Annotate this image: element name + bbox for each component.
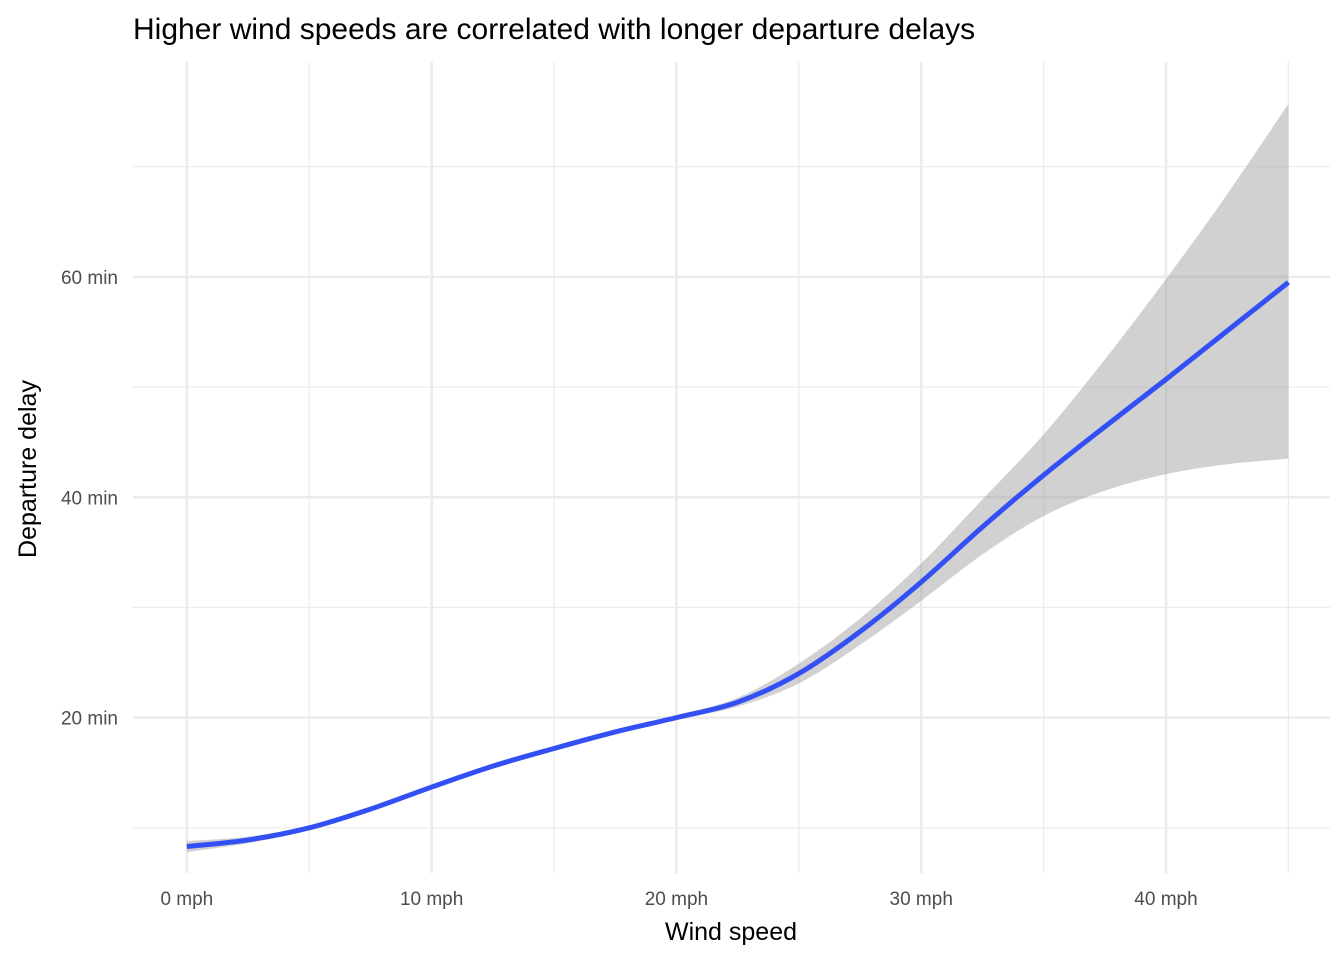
y-tick-label: 60 min — [61, 268, 118, 289]
y-tick-label: 20 min — [61, 709, 118, 730]
x-tick-labels: 0 mph 10 mph 20 mph 30 mph 40 mph — [160, 889, 1197, 910]
confidence-band-layer — [186, 103, 1289, 853]
chart-title: Higher wind speeds are correlated with l… — [133, 13, 975, 46]
x-tick-label: 30 mph — [890, 889, 953, 910]
minor-gridlines — [133, 62, 1330, 873]
smooth-line — [186, 280, 1290, 850]
major-gridlines — [133, 62, 1330, 873]
x-axis-title: Wind speed — [665, 918, 797, 946]
confidence-band — [186, 103, 1289, 853]
y-axis-title: Departure delay — [14, 380, 42, 558]
x-tick-label: 20 mph — [645, 889, 708, 910]
smooth-line-layer — [186, 280, 1290, 850]
x-tick-label: 10 mph — [400, 889, 463, 910]
x-tick-label: 0 mph — [160, 889, 213, 910]
y-tick-labels: 20 min 40 min 60 min — [61, 268, 118, 730]
y-tick-label: 40 min — [61, 488, 118, 509]
x-tick-label: 40 mph — [1134, 889, 1197, 910]
